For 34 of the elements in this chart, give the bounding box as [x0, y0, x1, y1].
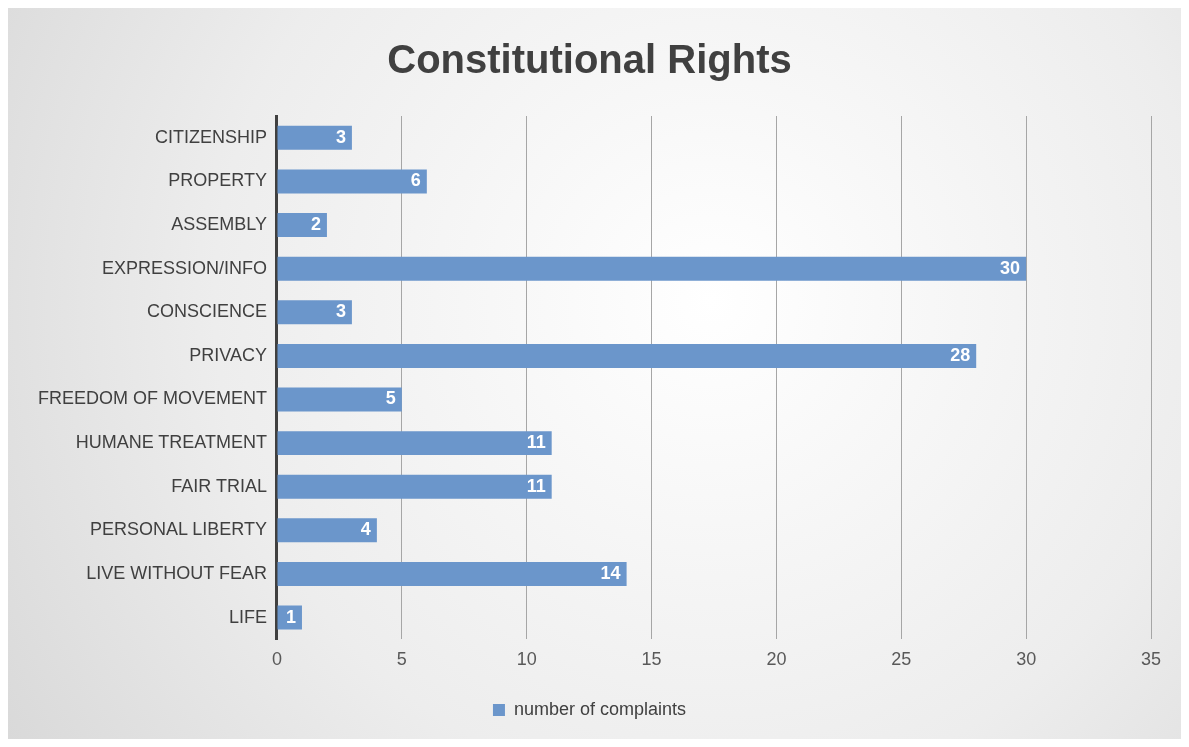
data-label: 11 [526, 475, 546, 496]
y-tick-label: PRIVACY [189, 344, 267, 365]
x-tick-label: 20 [766, 649, 787, 670]
x-tick-label: 30 [1016, 649, 1037, 670]
data-label: 28 [950, 344, 971, 365]
y-tick-label: EXPRESSION/INFO [101, 257, 267, 278]
y-tick-label: ASSEMBLY [171, 214, 267, 235]
legend-label: number of complaints [513, 698, 687, 719]
x-tick-label: 15 [641, 649, 662, 670]
y-tick-label: FAIR TRIAL [171, 475, 267, 496]
y-tick-label: LIFE [228, 606, 267, 627]
y-tick-label: PROPERTY [168, 170, 267, 191]
data-label: 11 [526, 432, 546, 453]
y-tick-label: CONSCIENCE [146, 301, 267, 322]
x-tick-label: 10 [516, 649, 537, 670]
y-tick-label: HUMANE TREATMENT [75, 432, 267, 453]
data-label: 3 [335, 301, 346, 322]
y-tick-label: FREEDOM OF MOVEMENT [38, 388, 267, 409]
data-label: 3 [335, 126, 346, 147]
chart-title: Constitutional Rights [387, 37, 792, 82]
y-tick-label: PERSONAL LIBERTY [89, 519, 267, 540]
x-tick-label: 0 [271, 649, 283, 670]
x-tick-label: 25 [891, 649, 912, 670]
data-label: 14 [600, 562, 621, 583]
x-tick-label: 35 [1140, 649, 1162, 670]
data-label: 1 [285, 606, 296, 627]
y-tick-label: CITIZENSHIP [154, 126, 267, 147]
data-label: 4 [360, 519, 371, 540]
data-label: 2 [310, 214, 321, 235]
data-label: 30 [1000, 257, 1021, 278]
data-label: 5 [385, 388, 396, 409]
x-tick-label: 5 [396, 649, 407, 670]
data-label: 6 [410, 170, 421, 191]
y-tick-label: LIVE WITHOUT FEAR [86, 562, 267, 583]
